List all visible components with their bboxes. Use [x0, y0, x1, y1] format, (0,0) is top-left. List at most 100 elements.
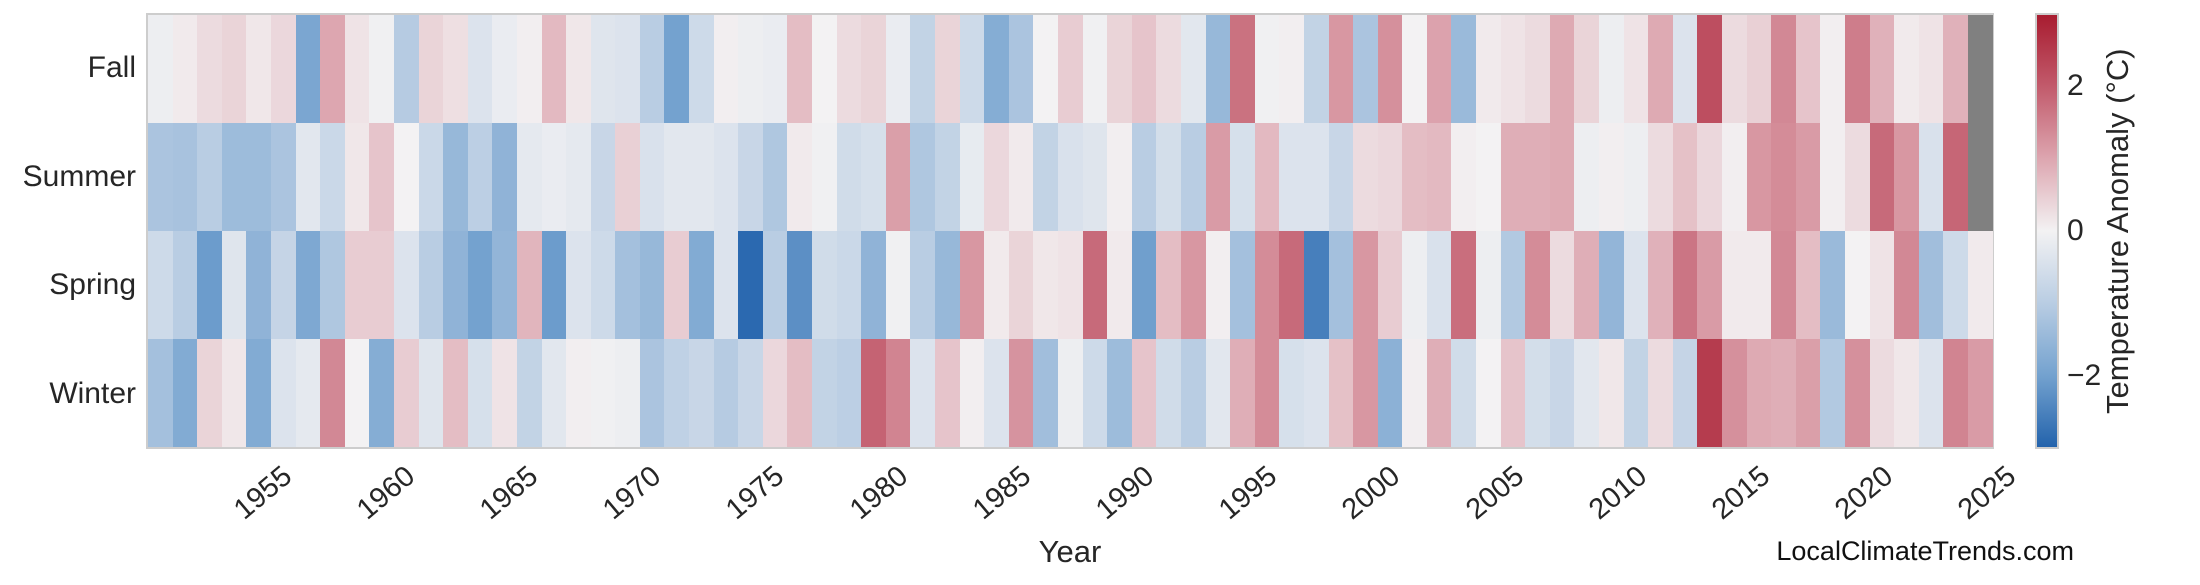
heatmap-cell	[713, 339, 739, 447]
x-tick-label-2010: 2010	[1582, 460, 1653, 526]
heatmap-cell	[861, 123, 886, 231]
heatmap-cell	[1476, 231, 1501, 339]
heatmap-cell	[148, 339, 173, 447]
x-tick-label-1995: 1995	[1213, 460, 1284, 526]
heatmap-cell	[1967, 231, 1993, 339]
x-tick-label-1985: 1985	[966, 460, 1037, 526]
heatmap-row-fall	[148, 15, 1993, 123]
heatmap-cell	[1623, 339, 1649, 447]
heatmap-cell	[1107, 231, 1132, 339]
heatmap-cell	[713, 15, 739, 123]
heatmap-cell	[590, 123, 616, 231]
heatmap-cell	[197, 15, 222, 123]
heatmap-cell	[1107, 123, 1132, 231]
heatmap-cell	[418, 231, 444, 339]
heatmap-cell	[1697, 339, 1722, 447]
heatmap-cell	[320, 339, 345, 447]
heatmap-cell	[1549, 15, 1575, 123]
heatmap-cell	[1795, 231, 1821, 339]
heatmap-cell	[1451, 15, 1477, 123]
heatmap-cell	[1180, 123, 1206, 231]
heatmap-cell	[1746, 15, 1772, 123]
heatmap-cell	[590, 231, 616, 339]
heatmap-cell	[1967, 15, 1993, 123]
heatmap-cell	[1574, 339, 1600, 447]
heatmap-cell	[1303, 15, 1329, 123]
heatmap-cell	[910, 123, 935, 231]
x-tick-label-1955: 1955	[227, 460, 298, 526]
heatmap-cell	[344, 123, 370, 231]
heatmap-cell	[1451, 123, 1477, 231]
heatmap-cell	[812, 339, 837, 447]
heatmap-cell	[1918, 339, 1944, 447]
heatmap-cell	[1746, 339, 1772, 447]
heatmap-cell	[984, 123, 1009, 231]
heatmap-cell	[492, 15, 517, 123]
heatmap-cell	[1869, 123, 1895, 231]
heatmap-cell	[172, 123, 198, 231]
x-tick-label-1975: 1975	[720, 460, 791, 526]
heatmap-cell	[295, 339, 321, 447]
heatmap-cell	[541, 231, 567, 339]
heatmap-cell	[984, 339, 1009, 447]
heatmap-cell	[1648, 339, 1673, 447]
heatmap-cell	[762, 339, 788, 447]
heatmap-cell	[787, 339, 813, 447]
x-tick-label-1965: 1965	[474, 460, 545, 526]
heatmap-cell	[1353, 123, 1378, 231]
heatmap-cell	[1820, 231, 1845, 339]
heatmap-cell	[270, 123, 296, 231]
heatmap-cell	[1033, 231, 1058, 339]
heatmap-cell	[295, 123, 321, 231]
heatmap-cell	[1377, 231, 1403, 339]
heatmap-cell	[1131, 231, 1157, 339]
heatmap-cell	[1426, 339, 1452, 447]
heatmap-cell	[418, 123, 444, 231]
heatmap-cell	[639, 339, 665, 447]
heatmap-cell	[369, 339, 394, 447]
heatmap-cell	[1057, 231, 1083, 339]
heatmap-cell	[369, 15, 394, 123]
heatmap-cell	[541, 123, 567, 231]
heatmap-cell	[689, 15, 714, 123]
heatmap-cell	[639, 15, 665, 123]
heatmap-cell	[1156, 231, 1181, 339]
heatmap-cell	[443, 15, 468, 123]
heatmap-cell	[1746, 123, 1772, 231]
heatmap-cell	[1353, 339, 1378, 447]
heatmap-cell	[590, 339, 616, 447]
heatmap-cell	[812, 123, 837, 231]
heatmap-cell	[1648, 123, 1673, 231]
heatmap-cell	[639, 231, 665, 339]
heatmap-cell	[443, 231, 468, 339]
heatmap-cell	[885, 15, 911, 123]
heatmap-cell	[738, 339, 763, 447]
heatmap-cell	[1500, 231, 1526, 339]
heatmap-cell	[836, 15, 862, 123]
heatmap-cell	[664, 123, 690, 231]
heatmap-cell	[836, 231, 862, 339]
heatmap-cell	[1918, 15, 1944, 123]
heatmap-cell	[1254, 15, 1280, 123]
heatmap-cell	[1525, 15, 1550, 123]
heatmap-cell	[713, 231, 739, 339]
heatmap-cell	[320, 15, 345, 123]
heatmap-cell	[270, 231, 296, 339]
heatmap-cell	[713, 123, 739, 231]
heatmap-cell	[1500, 123, 1526, 231]
heatmap-cell	[935, 123, 960, 231]
heatmap-cell	[418, 339, 444, 447]
heatmap-cell	[1549, 339, 1575, 447]
heatmap-cell	[1377, 123, 1403, 231]
heatmap-cell	[148, 15, 173, 123]
heatmap-cell	[1254, 123, 1280, 231]
heatmap-cell	[1328, 123, 1354, 231]
heatmap-cell	[1476, 339, 1501, 447]
heatmap-cell	[516, 123, 542, 231]
heatmap-cell	[1844, 231, 1870, 339]
heatmap-cell	[1303, 231, 1329, 339]
heatmap-cell	[1205, 123, 1231, 231]
heatmap-cell	[344, 231, 370, 339]
heatmap-cell	[1328, 339, 1354, 447]
heatmap-cell	[172, 15, 198, 123]
